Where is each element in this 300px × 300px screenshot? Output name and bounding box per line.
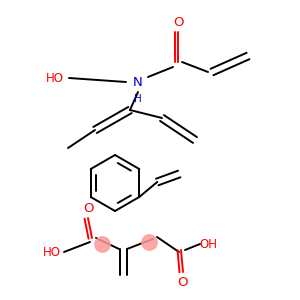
Text: OH: OH [199, 238, 217, 250]
Text: O: O [83, 202, 93, 214]
Text: O: O [173, 16, 183, 28]
Text: O: O [178, 275, 188, 289]
Text: N: N [133, 76, 143, 88]
Text: HO: HO [43, 245, 61, 259]
Text: HO: HO [46, 71, 64, 85]
Text: H: H [134, 94, 142, 104]
